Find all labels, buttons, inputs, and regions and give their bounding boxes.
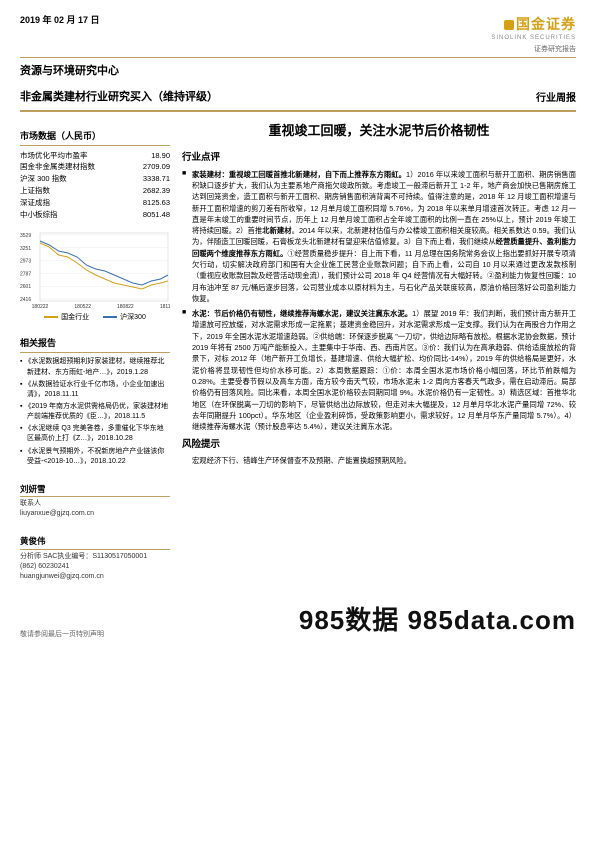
market-row: 中小板综指8051.48	[20, 209, 170, 221]
doc-type: 行业周报	[536, 92, 576, 107]
report-date: 2019 年 02 月 17 日	[20, 14, 100, 27]
index-chart: 3529 3251 2973 2787 2601 2416180222 180522 1808…	[20, 231, 170, 323]
related-report-item: 《从数据验证水行业千亿市场，小企业加速出清》，2018.11.11	[20, 380, 170, 400]
related-report-item: 《2019 年南方水泥供需格局仍优，家装建材地产前端推荐优质的《臣…》，2018…	[20, 402, 170, 422]
svg-text:2601: 2601	[20, 284, 31, 290]
department: 资源与环境研究中心	[20, 64, 576, 80]
brand-block: 国金证券 SINOLINK SECURITIES 证券研究报告	[491, 14, 576, 55]
svg-text:180822: 180822	[117, 304, 134, 309]
market-row: 国金非金属类建材指数2709.09	[20, 162, 170, 174]
market-row: 沪深 300 指数3338.71	[20, 174, 170, 186]
doc-title: 非金属类建材行业研究买入（维持评级）	[20, 90, 218, 106]
risk-body: 宏观经济下行、错峰生产环保督查不及预期、产能置换超预期风险。	[182, 456, 576, 467]
svg-text:3251: 3251	[20, 246, 31, 252]
analyst-block: 刘妍雪联系人liuyanxue@gjzq.com.cn	[20, 483, 170, 520]
svg-text:180522: 180522	[74, 304, 91, 309]
industry-bullet: 水泥：节后价格仍有韧性，继续推荐海螺水泥，建议关注冀东水泥。1）展望 2019 …	[182, 308, 576, 432]
svg-text:3529: 3529	[20, 233, 31, 239]
legend-item: 沪深300	[103, 313, 146, 323]
svg-text:181122: 181122	[160, 304, 170, 309]
related-report-item: 《水泥数据超预期利好家装建材，继续推荐北新建材、东方雨虹-地产…》，2019.1…	[20, 357, 170, 377]
svg-text:2973: 2973	[20, 259, 31, 265]
market-data-heading: 市场数据（人民币）	[20, 130, 170, 146]
market-row: 市场优化平均市盈率18.90	[20, 150, 170, 162]
related-reports-heading: 相关报告	[20, 337, 170, 353]
brand-logo: 国金证券	[491, 14, 576, 34]
related-report-item: 《水泥景气预期外，不祝新房地产产业链该你受益-<2018-10…》，2018.1…	[20, 447, 170, 467]
market-row: 上证指数2682.39	[20, 186, 170, 198]
svg-text:2416: 2416	[20, 297, 31, 303]
industry-bullet: 家装建材：重视竣工回暖首推北新建材，自下而上推荐东方雨虹。1）2016 年以来竣…	[182, 169, 576, 305]
comment-heading: 行业点评	[182, 151, 576, 165]
related-report-item: 《水泥继续 Q3 完美答卷，多重催化下华东地区最高价上打《Z…》，2018.10…	[20, 424, 170, 444]
headline: 重视竣工回暖，关注水泥节后价格韧性	[182, 122, 576, 141]
analyst-block: 黄俊伟分析师 SAC执业编号：S1130517050001(862) 60230…	[20, 535, 170, 582]
market-row: 深证成指8125.63	[20, 198, 170, 210]
watermark: 985数据 985data.com	[299, 602, 576, 640]
legend-item: 国金行业	[44, 313, 89, 323]
svg-text:180222: 180222	[32, 304, 49, 309]
risk-heading: 风险提示	[182, 438, 576, 452]
brand-tag: 证券研究报告	[491, 45, 576, 55]
svg-text:2787: 2787	[20, 272, 31, 278]
brand-en: SINOLINK SECURITIES	[491, 34, 576, 43]
disclaimer: 敬请参阅最后一页特别声明	[20, 630, 104, 640]
